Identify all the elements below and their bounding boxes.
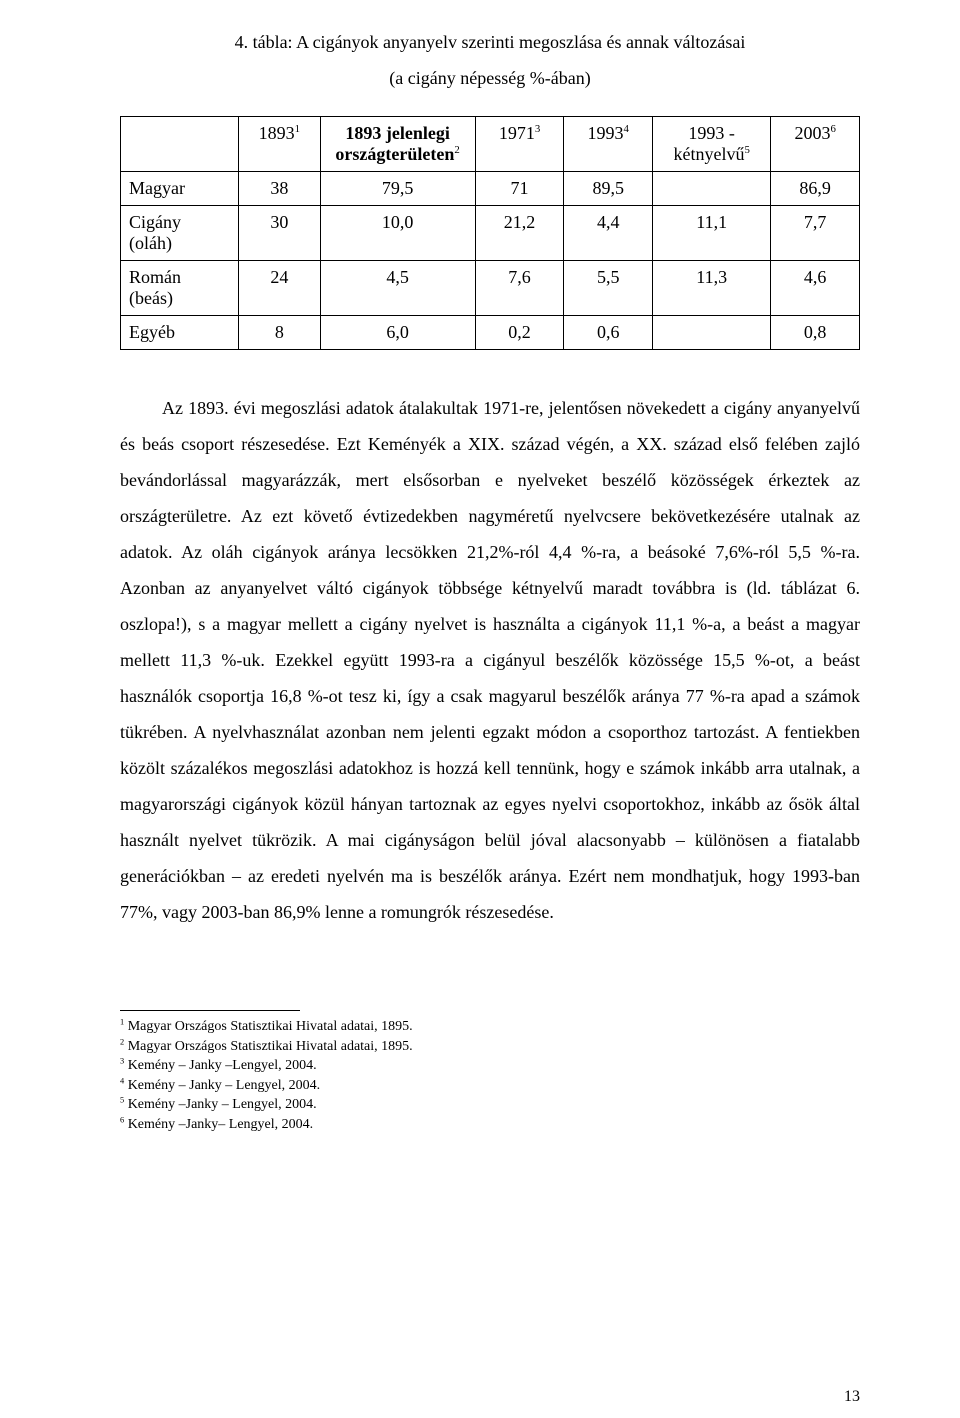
header-sup: 4 <box>624 123 629 135</box>
row-value: 38 <box>239 172 320 206</box>
header-sup: 5 <box>744 144 749 156</box>
row-value: 86,9 <box>771 172 860 206</box>
table-row: Magyar3879,57189,5 86,9 <box>121 172 860 206</box>
header-sup: 6 <box>830 123 835 135</box>
header-label-l2: országterületen <box>335 144 454 164</box>
row-value: 10,0 <box>320 206 475 261</box>
table-header-1993-ketnyelvu: 1993 - kétnyelvű5 <box>653 117 771 172</box>
footnote: 1 Magyar Országos Statisztikai Hivatal a… <box>120 1017 860 1037</box>
row-value: 4,5 <box>320 261 475 316</box>
header-sup: 2 <box>454 144 459 156</box>
table-header-1893: 18931 <box>239 117 320 172</box>
row-value: 5,5 <box>564 261 653 316</box>
row-label: Magyar <box>121 172 239 206</box>
row-value: 0,8 <box>771 316 860 350</box>
header-sup: 3 <box>535 123 540 135</box>
footnote: 5 Kemény –Janky – Lengyel, 2004. <box>120 1095 860 1115</box>
row-value: 11,3 <box>653 261 771 316</box>
page: 4. tábla: A cigányok anyanyelv szerinti … <box>0 0 960 1418</box>
table-title-line1: 4. tábla: A cigányok anyanyelv szerinti … <box>120 24 860 60</box>
row-value: 7,6 <box>475 261 564 316</box>
header-sup: 1 <box>295 123 300 135</box>
table-header-blank <box>121 117 239 172</box>
row-value: 71 <box>475 172 564 206</box>
row-value: 4,4 <box>564 206 653 261</box>
footnote-text: Kemény – Janky –Lengyel, 2004. <box>124 1058 316 1073</box>
paragraph-text: Az 1893. évi megoszlási adatok átalakult… <box>120 398 860 922</box>
footnote: 4 Kemény – Janky – Lengyel, 2004. <box>120 1076 860 1096</box>
footnotes: 1 Magyar Országos Statisztikai Hivatal a… <box>120 1010 860 1135</box>
row-value <box>653 316 771 350</box>
page-number: 13 <box>844 1388 860 1406</box>
footnote-text: Magyar Országos Statisztikai Hivatal ada… <box>124 1039 412 1054</box>
table-row: Egyéb86,00,20,6 0,8 <box>121 316 860 350</box>
table-body: Magyar3879,57189,586,9Cigány(oláh)3010,0… <box>121 172 860 350</box>
row-label: Román(beás) <box>121 261 239 316</box>
row-value: 8 <box>239 316 320 350</box>
table-header-1993: 19934 <box>564 117 653 172</box>
header-label: 1993 <box>588 123 624 143</box>
row-value: 79,5 <box>320 172 475 206</box>
row-value: 89,5 <box>564 172 653 206</box>
footnote-text: Kemény –Janky– Lengyel, 2004. <box>124 1117 313 1132</box>
row-value: 0,6 <box>564 316 653 350</box>
header-label: 1893 <box>259 123 295 143</box>
table-row: Román(beás)244,57,65,511,34,6 <box>121 261 860 316</box>
row-value: 4,6 <box>771 261 860 316</box>
header-label-l1: 1993 - <box>688 123 735 143</box>
header-label: 1971 <box>499 123 535 143</box>
row-value: 0,2 <box>475 316 564 350</box>
header-label-l1: 1893 jelenlegi <box>345 123 449 143</box>
footnote: 3 Kemény – Janky –Lengyel, 2004. <box>120 1056 860 1076</box>
table-header-1971: 19713 <box>475 117 564 172</box>
row-value: 7,7 <box>771 206 860 261</box>
table-header-1893-jelenlegi: 1893 jelenlegi országterületen2 <box>320 117 475 172</box>
footnote: 2 Magyar Országos Statisztikai Hivatal a… <box>120 1037 860 1057</box>
footnote-rule <box>120 1010 300 1011</box>
row-value: 30 <box>239 206 320 261</box>
row-label: Cigány(oláh) <box>121 206 239 261</box>
header-label: 2003 <box>794 123 830 143</box>
footnote-text: Kemény –Janky – Lengyel, 2004. <box>124 1097 316 1112</box>
table-title-line2: (a cigány népesség %-ában) <box>120 60 860 96</box>
row-value: 24 <box>239 261 320 316</box>
row-value <box>653 172 771 206</box>
footnote: 6 Kemény –Janky– Lengyel, 2004. <box>120 1115 860 1135</box>
table-header-row: 18931 1893 jelenlegi országterületen2 19… <box>121 117 860 172</box>
body-paragraph: Az 1893. évi megoszlási adatok átalakult… <box>120 390 860 930</box>
table-header-2003: 20036 <box>771 117 860 172</box>
footnote-text: Kemény – Janky – Lengyel, 2004. <box>124 1078 320 1093</box>
row-value: 11,1 <box>653 206 771 261</box>
header-label-l2: kétnyelvű <box>673 144 744 164</box>
table-row: Cigány(oláh)3010,021,24,411,17,7 <box>121 206 860 261</box>
footnote-text: Magyar Országos Statisztikai Hivatal ada… <box>124 1019 412 1034</box>
distribution-table: 18931 1893 jelenlegi országterületen2 19… <box>120 116 860 350</box>
row-value: 21,2 <box>475 206 564 261</box>
row-value: 6,0 <box>320 316 475 350</box>
row-label: Egyéb <box>121 316 239 350</box>
